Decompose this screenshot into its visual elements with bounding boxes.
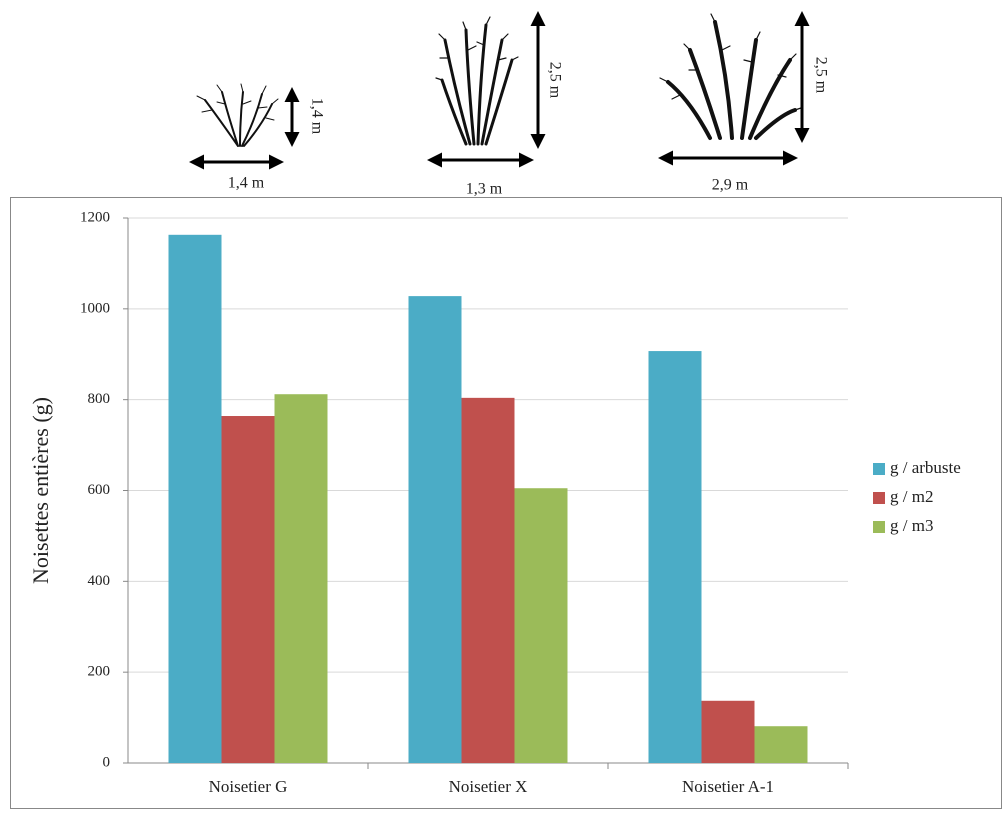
shrub-illustration bbox=[435, 16, 519, 146]
y-tick-label: 800 bbox=[88, 391, 111, 407]
bar bbox=[701, 700, 755, 763]
width-label: 1,3 m bbox=[466, 181, 503, 198]
bar bbox=[168, 234, 222, 763]
legend-label: g / m2 bbox=[890, 487, 933, 506]
width-label: 2,9 m bbox=[712, 177, 749, 194]
bar bbox=[221, 416, 275, 763]
y-axis-title: Noisettes entières (g) bbox=[28, 397, 53, 584]
chart: 0 200 400 600 800 1000 1200 Noisettes entières … bbox=[28, 209, 961, 795]
x-tick-label: Noisetier A-1 bbox=[682, 777, 774, 796]
legend-label: g / m3 bbox=[890, 516, 933, 535]
height-label: 2,5 m bbox=[812, 57, 829, 94]
legend-swatch bbox=[873, 521, 885, 533]
y-tick-label: 0 bbox=[103, 754, 111, 770]
legend-label: g / arbuste bbox=[890, 458, 961, 477]
bar bbox=[648, 351, 702, 763]
y-tick-label: 1000 bbox=[80, 300, 110, 316]
shrub-illustration bbox=[659, 13, 802, 140]
x-tick-label: Noisetier G bbox=[209, 777, 288, 796]
legend-swatch bbox=[873, 492, 885, 504]
y-tick-label: 400 bbox=[88, 573, 111, 589]
bar bbox=[274, 394, 328, 763]
bar bbox=[754, 726, 808, 763]
bar bbox=[461, 397, 515, 763]
bar bbox=[514, 488, 568, 763]
height-label: 1,4 m bbox=[308, 98, 325, 135]
bar bbox=[408, 296, 462, 763]
y-tick-label: 600 bbox=[88, 482, 111, 498]
y-tick-label: 200 bbox=[88, 664, 111, 680]
width-label: 1,4 m bbox=[228, 175, 265, 192]
legend-swatch bbox=[873, 463, 885, 475]
y-tick-label: 1200 bbox=[80, 209, 110, 225]
height-label: 2,5 m bbox=[546, 62, 563, 99]
shrub-illustration bbox=[196, 83, 279, 147]
x-tick-label: Noisetier X bbox=[449, 777, 528, 796]
